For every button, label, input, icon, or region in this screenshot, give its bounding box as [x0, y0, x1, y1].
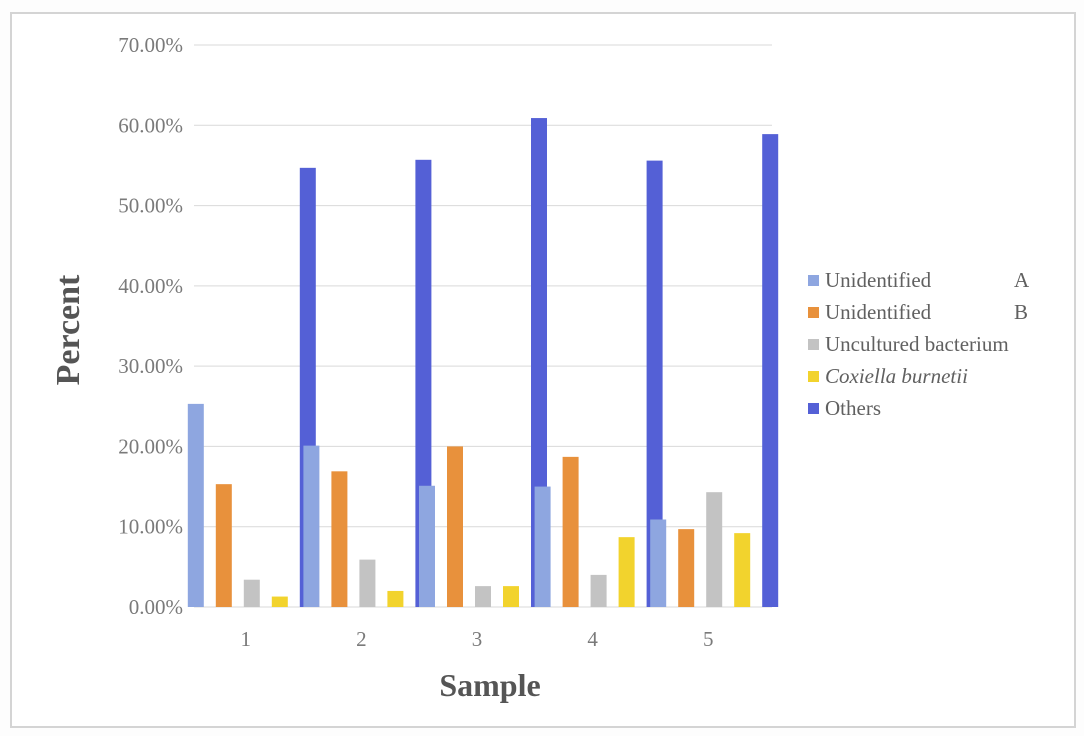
bar	[387, 590, 404, 607]
bar	[419, 485, 435, 607]
y-tick-label: 60.00%	[118, 113, 183, 137]
bar	[531, 118, 547, 607]
legend-swatch	[808, 402, 819, 414]
legend-item: Coxiella burnetii	[808, 360, 1009, 392]
bar	[562, 456, 579, 607]
legend-label: Unidentified	[825, 299, 932, 324]
bar	[271, 596, 288, 607]
legend-item: Others	[808, 392, 1009, 424]
y-tick-label: 20.00%	[118, 434, 183, 458]
bar	[762, 134, 779, 608]
y-tick-label: 50.00%	[118, 194, 183, 218]
legend-swatch	[808, 338, 819, 350]
y-tick-label: 40.00%	[118, 274, 183, 298]
legend: Unidentified A Unidentified B Uncultured bac…	[808, 264, 1029, 424]
legend-suffix: A	[1014, 268, 1030, 292]
bar	[447, 446, 463, 607]
bar	[215, 484, 232, 607]
bar	[534, 486, 551, 607]
y-tick-label: 30.00%	[118, 354, 183, 378]
legend-swatch	[808, 274, 819, 286]
x-tick-label: 2	[356, 627, 367, 651]
x-tick-label: 4	[587, 627, 598, 651]
x-tick-label: 5	[703, 627, 714, 651]
bar	[590, 574, 607, 607]
legend-swatch	[808, 306, 819, 318]
y-tick-label: 10.00%	[118, 515, 183, 539]
y-tick-label: 70.00%	[118, 33, 183, 57]
bar	[678, 529, 695, 607]
legend-swatch	[808, 370, 819, 382]
x-tick-labels: 1 2 3 4 5	[241, 627, 714, 651]
gridlines	[194, 44, 772, 608]
y-tick-label: 0.00%	[129, 595, 183, 619]
y-axis-title: Percent	[50, 274, 87, 385]
bar	[243, 579, 260, 607]
x-axis-title: Sample	[439, 667, 540, 703]
bar	[359, 559, 376, 607]
legend-item: Unidentified A	[808, 264, 1029, 296]
bar	[734, 533, 751, 607]
legend-label: Unidentified	[825, 267, 932, 292]
y-tick-labels: 0.00% 10.00% 20.00% 30.00% 40.00% 50.00% 60.00…	[118, 33, 183, 619]
bar	[331, 471, 348, 607]
x-tick-label: 1	[241, 627, 252, 651]
bars	[187, 118, 779, 608]
bar	[187, 403, 204, 607]
legend-item: Unidentified B	[808, 296, 1028, 328]
bar	[618, 537, 635, 607]
bar	[303, 445, 320, 607]
bar	[650, 519, 667, 607]
legend-item: Uncultured bacterium	[808, 328, 1009, 360]
bar	[503, 586, 519, 607]
legend-suffix: B	[1014, 300, 1029, 324]
bar	[706, 492, 723, 607]
legend-label: Others	[825, 395, 881, 420]
x-tick-label: 3	[472, 627, 483, 651]
bar	[646, 160, 663, 607]
legend-label: Coxiella burnetii	[825, 363, 968, 388]
bar	[475, 586, 491, 607]
legend-label: Uncultured bacterium	[825, 331, 1009, 356]
